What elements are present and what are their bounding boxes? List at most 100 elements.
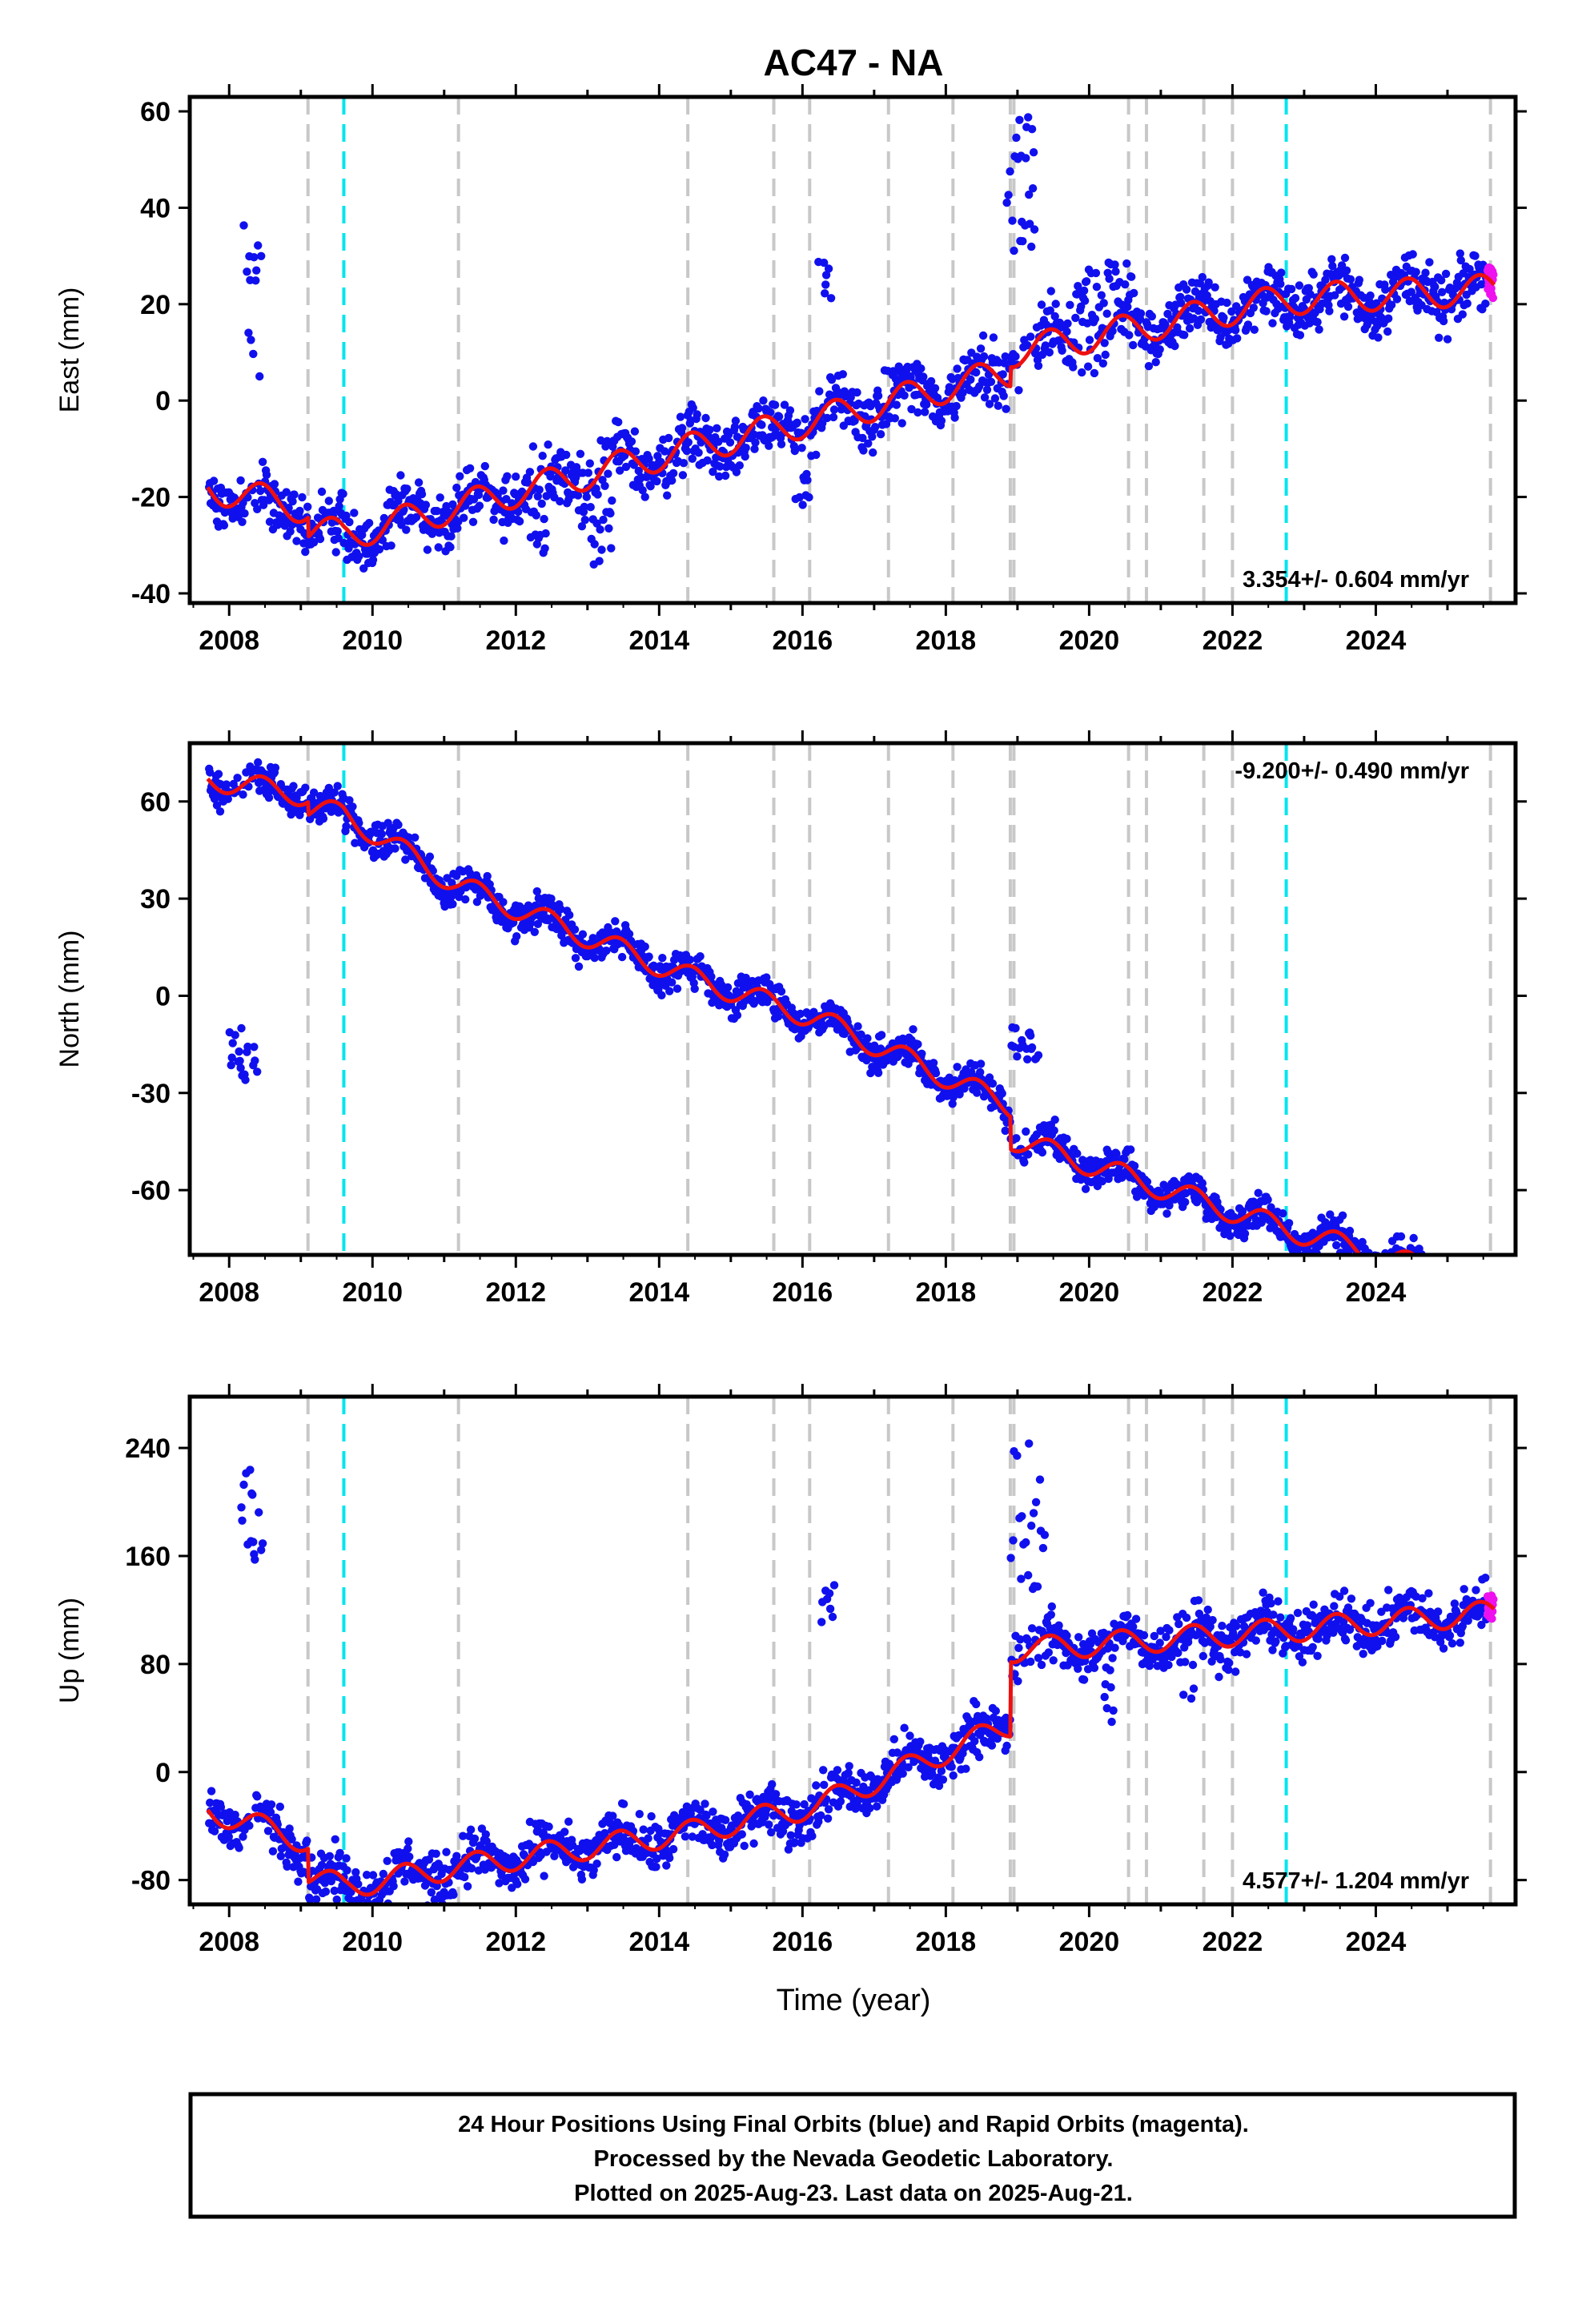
position-point (890, 414, 900, 423)
position-point (1022, 1538, 1030, 1547)
rapid-position-point (1485, 1274, 1493, 1282)
position-point (709, 1807, 717, 1816)
position-point (624, 930, 634, 939)
position-point (303, 502, 312, 511)
position-point (249, 349, 258, 359)
position-point (517, 487, 527, 497)
position-point (570, 925, 580, 934)
position-point (823, 1814, 833, 1823)
position-point (1027, 1624, 1037, 1633)
position-point (677, 424, 687, 432)
position-point (1408, 250, 1417, 259)
position-point (530, 927, 539, 937)
x-tick-label: 2018 (916, 1277, 977, 1308)
position-point (1198, 1179, 1207, 1188)
position-point (1366, 1598, 1375, 1608)
y-tick-label: 60 (140, 97, 171, 127)
position-point (822, 413, 832, 423)
position-point (263, 1827, 273, 1835)
position-point (989, 333, 998, 342)
position-point (621, 462, 631, 472)
position-point (1131, 1614, 1141, 1623)
position-point (1421, 268, 1430, 277)
rapid-position-point (1487, 1274, 1495, 1282)
position-point (1023, 341, 1032, 350)
rapid-position-point (1488, 1278, 1496, 1286)
position-point (1430, 1266, 1438, 1274)
position-point (1018, 1512, 1026, 1521)
position-point (235, 1056, 244, 1066)
position-point (1268, 319, 1277, 328)
position-point (765, 441, 773, 450)
position-point (721, 471, 730, 480)
position-point (1308, 1642, 1317, 1651)
position-point (1362, 1269, 1370, 1277)
position-point (1110, 1643, 1119, 1652)
position-point (1082, 277, 1091, 286)
position-point (215, 807, 225, 816)
position-point (892, 400, 901, 409)
position-point (608, 496, 616, 505)
position-point (428, 529, 436, 538)
position-point (619, 1799, 628, 1808)
position-point (1063, 319, 1072, 328)
position-point (368, 555, 378, 565)
position-point (801, 415, 809, 424)
rapid-position-point (1489, 1281, 1497, 1289)
position-point (1177, 299, 1186, 308)
position-point (512, 932, 521, 941)
position-point (1030, 225, 1039, 234)
position-point (362, 1871, 371, 1880)
position-point (1027, 125, 1037, 134)
position-point (474, 1866, 484, 1875)
position-point (640, 493, 649, 501)
position-point (564, 1817, 573, 1826)
rapid-position-point (1488, 293, 1498, 303)
position-point (679, 459, 689, 468)
position-point (696, 952, 705, 961)
position-point (1196, 315, 1206, 324)
position-point (590, 540, 599, 549)
position-point (1142, 1177, 1152, 1187)
position-point (1343, 302, 1353, 312)
position-point (1435, 1275, 1443, 1283)
position-point (1203, 1605, 1212, 1614)
position-point (483, 871, 492, 881)
position-point (976, 1068, 985, 1077)
position-point (544, 1822, 553, 1831)
position-point (865, 1786, 873, 1795)
position-point (1330, 1602, 1339, 1610)
position-point (214, 770, 223, 778)
position-point (864, 439, 873, 448)
position-point (949, 1771, 958, 1780)
position-point (580, 516, 589, 525)
position-point (532, 511, 540, 520)
position-point (1287, 284, 1296, 294)
position-point (387, 541, 396, 550)
position-point (616, 466, 624, 475)
position-point (785, 406, 795, 415)
position-point (1058, 346, 1066, 355)
position-point (745, 1790, 754, 1799)
position-point (499, 486, 508, 495)
rapid-position-point (1484, 1272, 1492, 1280)
position-point (342, 822, 351, 831)
position-point (270, 480, 279, 489)
position-point (859, 446, 868, 455)
position-point (1026, 1031, 1035, 1040)
position-point (574, 962, 584, 971)
position-point (1339, 312, 1349, 321)
position-point (1012, 1134, 1021, 1143)
position-point (375, 1907, 383, 1915)
position-point (720, 1850, 729, 1859)
position-point (538, 452, 547, 460)
position-point (289, 782, 298, 790)
position-point (828, 1612, 837, 1622)
position-point (401, 855, 410, 864)
position-point (425, 852, 435, 861)
position-point (1037, 300, 1046, 309)
position-point (1438, 287, 1447, 296)
rapid-position-point (1488, 1276, 1496, 1284)
position-point (1359, 1650, 1367, 1659)
position-point (550, 1852, 559, 1860)
